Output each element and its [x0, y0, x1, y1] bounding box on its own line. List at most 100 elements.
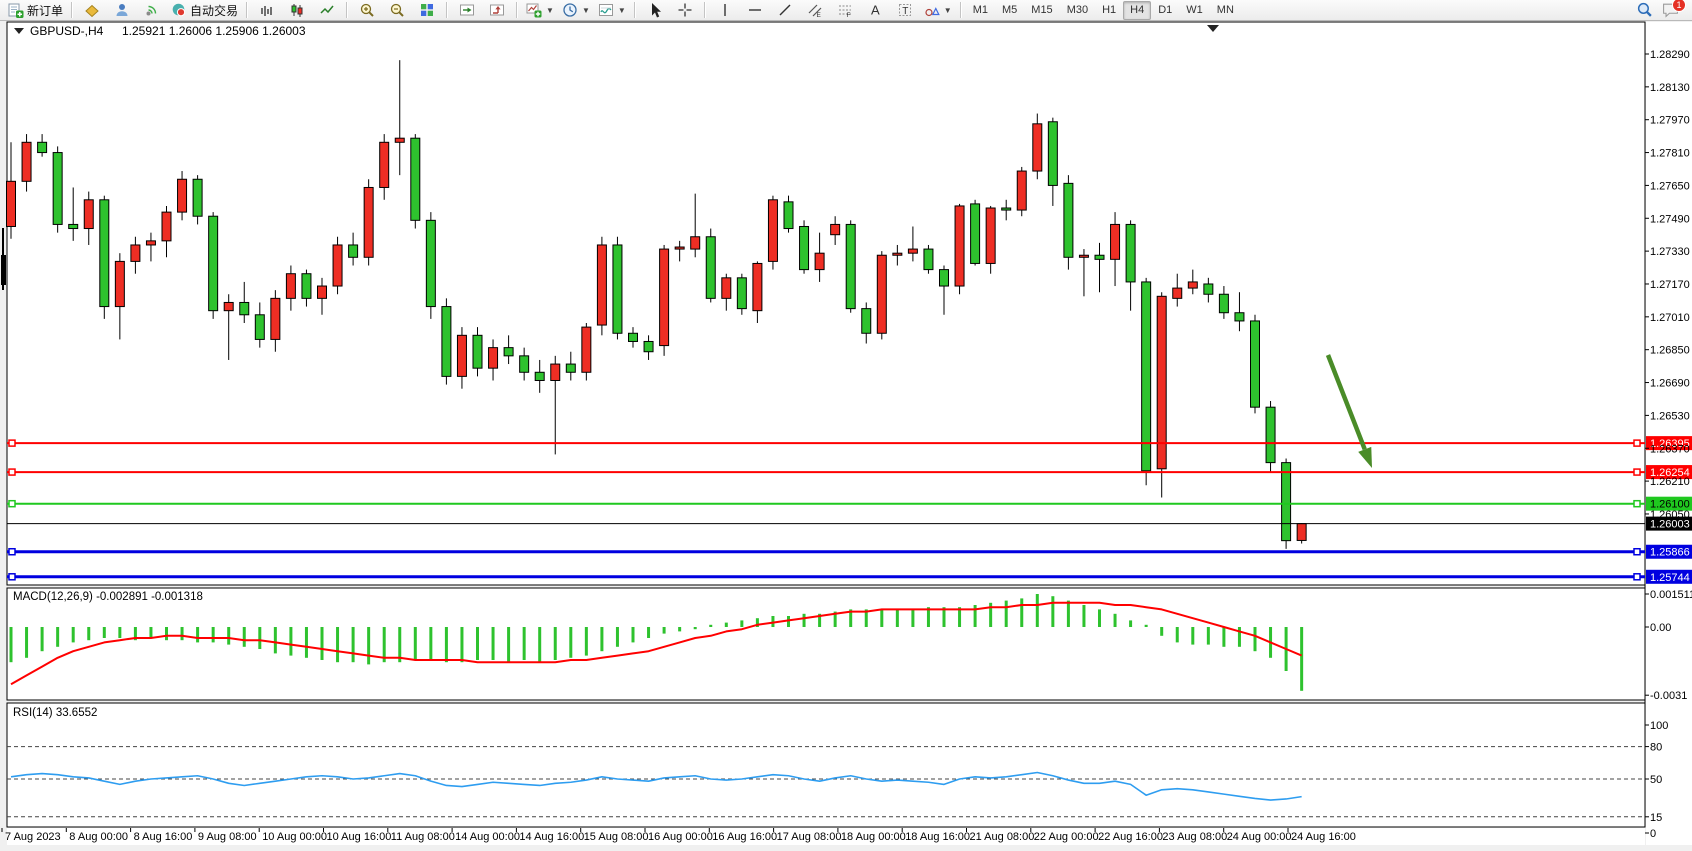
- time-tick-label: 7 Aug 2023: [5, 831, 61, 843]
- macd-bar: [56, 627, 60, 647]
- timeframe-M15[interactable]: M15: [1031, 4, 1053, 16]
- candle-body: [1296, 523, 1307, 541]
- candle-body: [1047, 121, 1058, 186]
- line-chart-button[interactable]: [312, 0, 342, 21]
- label-button[interactable]: [890, 0, 920, 21]
- auto-scroll-button[interactable]: [452, 0, 482, 21]
- timeframe-M30[interactable]: M30: [1066, 4, 1089, 16]
- macd-bar: [1066, 600, 1070, 627]
- support-line-green-price-badge: [1646, 496, 1692, 511]
- resistance-line-lower-price-label: 1.26254: [1650, 467, 1690, 479]
- candle-body: [21, 141, 32, 182]
- time-tick-label: 8 Aug 00:00: [69, 831, 128, 843]
- new-chart-button[interactable]: ▼: [522, 0, 558, 21]
- symbol-dropdown-icon[interactable]: [14, 28, 24, 34]
- macd-bar: [507, 627, 511, 663]
- signals-button[interactable]: [137, 0, 167, 21]
- vline-button[interactable]: [710, 0, 740, 21]
- crosshair-button[interactable]: [670, 0, 700, 21]
- macd-bar: [818, 613, 822, 627]
- candle-body: [861, 308, 872, 334]
- zoom-in-button[interactable]: [352, 0, 382, 21]
- candle-body: [317, 285, 327, 299]
- support-line-green-handle[interactable]: [1633, 499, 1641, 508]
- text-button[interactable]: [860, 0, 890, 21]
- hline-button[interactable]: [740, 0, 770, 21]
- toolbar-separator: [71, 2, 74, 18]
- target-line-blue-lower-handle[interactable]: [1633, 573, 1641, 581]
- resistance-line-upper-handle[interactable]: [1633, 439, 1641, 447]
- candle-body: [643, 340, 654, 353]
- macd-bar: [242, 627, 246, 647]
- macd-bar: [1253, 627, 1257, 652]
- target-line-blue-upper-handle[interactable]: [8, 547, 16, 556]
- target-line-blue-upper-handle[interactable]: [1633, 547, 1641, 556]
- timeframe-H1[interactable]: H1: [1102, 4, 1117, 16]
- time-tick-label: 23 Aug 08:00: [1162, 831, 1227, 843]
- candle-body: [596, 244, 607, 326]
- template-button[interactable]: ▼: [594, 0, 630, 21]
- candle-body: [192, 178, 203, 217]
- candle-body: [939, 269, 949, 287]
- search-button[interactable]: [1636, 1, 1656, 19]
- resistance-line-lower-handle[interactable]: [1633, 468, 1641, 476]
- chart-shift-button[interactable]: [482, 0, 512, 21]
- charts-button[interactable]: [77, 0, 107, 21]
- toolbar: 新订单 自动交易 ▼ ▼ ▼ ▼ M1 M5 M15 M30 H1 H4 D1 W1 MN 1: [0, 0, 1692, 21]
- equidistant-channel-button[interactable]: [800, 0, 830, 21]
- rsi-panel[interactable]: [6, 702, 1646, 828]
- candle-body: [534, 371, 545, 381]
- candle-body: [799, 225, 810, 271]
- autotrade-button-label: 自动交易: [190, 3, 239, 18]
- chevron-down-icon: ▼: [546, 5, 554, 15]
- macd-bar: [1175, 627, 1179, 643]
- notifications-button[interactable]: 1: [1662, 0, 1686, 19]
- timeframe-H4[interactable]: H4: [1123, 0, 1152, 20]
- tile-windows-button[interactable]: [412, 0, 442, 21]
- price-tick-label: 1.27970: [1650, 115, 1690, 127]
- zoom-out-icon: [390, 3, 405, 17]
- macd-bar: [926, 607, 930, 627]
- candle-body: [690, 236, 701, 250]
- timeframe-D1[interactable]: D1: [1158, 4, 1173, 16]
- timeframe-M5[interactable]: M5: [1002, 4, 1018, 16]
- cursor-button[interactable]: [640, 0, 670, 21]
- zoom-out-button[interactable]: [382, 0, 412, 21]
- timeframe-MN[interactable]: MN: [1216, 4, 1234, 16]
- annotation-arrow[interactable]: [1325, 354, 1372, 468]
- shapes-button[interactable]: ▼: [920, 0, 956, 21]
- macd-bar: [864, 609, 868, 627]
- price-tick-label: 1.28290: [1650, 49, 1690, 61]
- candle-body: [1250, 320, 1260, 408]
- time-tick-label: 21 Aug 08:00: [970, 831, 1035, 843]
- trendline-button[interactable]: [770, 0, 800, 21]
- support-line-green-handle[interactable]: [8, 499, 16, 508]
- price-axis[interactable]: 1.28290 1.28130 1.27970 1.27810 1.27650 1.274…: [1645, 49, 1690, 521]
- macd-panel[interactable]: [6, 587, 1646, 701]
- resistance-line-lower-handle[interactable]: [8, 468, 16, 476]
- target-line-blue-lower-handle[interactable]: [8, 573, 16, 581]
- clipped-edge-candle-body: [1, 255, 6, 285]
- time-axis[interactable]: 7 Aug 2023 8 Aug 00:00 8 Aug 16:00 9 Aug 08…: [1, 828, 1356, 843]
- candle-chart-button[interactable]: [282, 0, 312, 21]
- candle-body: [721, 277, 732, 299]
- fibonacci-button[interactable]: [830, 0, 860, 21]
- timeframe-W1[interactable]: W1: [1186, 4, 1203, 16]
- macd-bar: [569, 627, 573, 658]
- candle-body: [1032, 123, 1043, 172]
- price-chart-panel[interactable]: [6, 21, 1646, 586]
- profile-button[interactable]: [107, 0, 137, 21]
- time-tick-label: 14 Aug 00:00: [455, 831, 520, 843]
- new-order-button[interactable]: 新订单: [4, 0, 67, 21]
- chart-title-row[interactable]: GBPUSD-,H4 1.25921 1.26006 1.25906 1.260…: [14, 24, 306, 38]
- timeframe-M1[interactable]: M1: [972, 4, 988, 16]
- resistance-line-upper-handle[interactable]: [8, 439, 16, 447]
- chart-shift-marker-icon[interactable]: [1207, 25, 1219, 32]
- zoom-in-icon: [360, 3, 375, 17]
- candle-body: [830, 223, 841, 236]
- period-button[interactable]: ▼: [558, 0, 594, 21]
- bar-chart-button[interactable]: [252, 0, 282, 21]
- candle-body: [985, 207, 996, 264]
- autotrade-button[interactable]: 自动交易: [167, 0, 242, 21]
